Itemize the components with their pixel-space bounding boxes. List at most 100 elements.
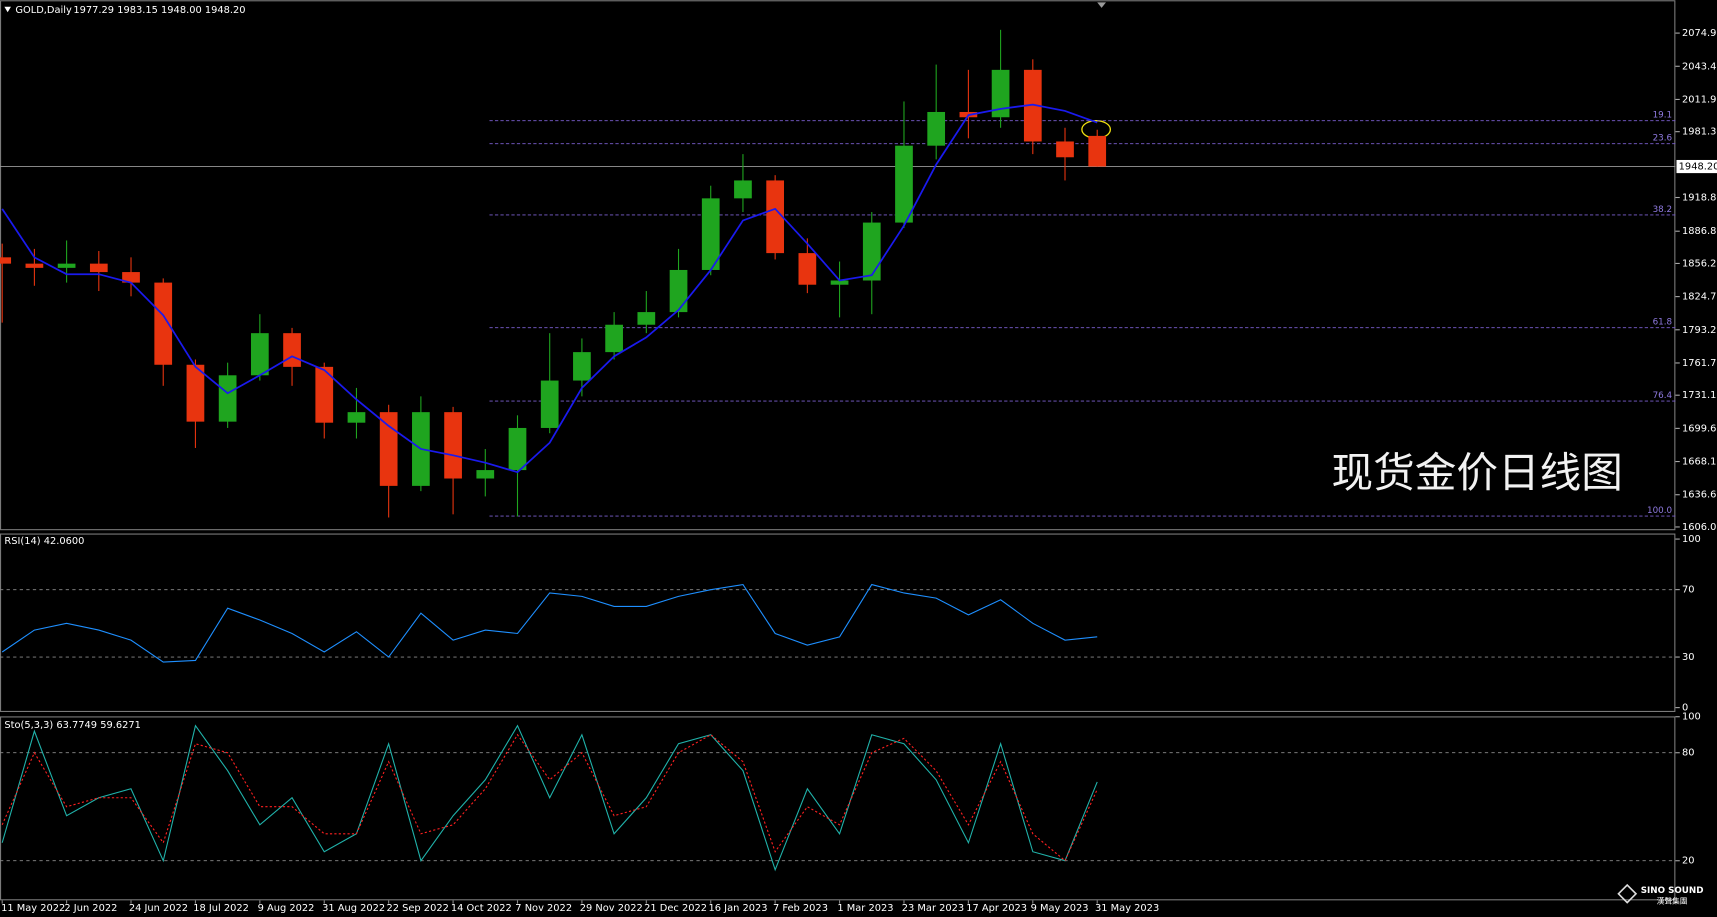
y-tick-label: 1731.10 [1682,390,1717,401]
ohlc-label: 1977.29 1983.15 1948.00 1948.20 [73,5,245,16]
y-tick-label: 1918.80 [1682,193,1717,204]
candle-body [0,257,12,264]
candle-body [862,222,881,281]
x-tick-label: 9 May 2023 [1031,903,1089,914]
y-tick-label: 2043.40 [1682,61,1717,72]
candle-body [379,412,398,486]
indicator-line [1,583,1098,663]
candle-body [57,263,76,268]
candle-body [218,375,237,422]
x-tick-label: 9 Aug 2022 [258,903,315,914]
y-tick-label: 30 [1682,652,1695,663]
rsi-pane [0,533,1676,712]
y-tick-label: 100 [1682,534,1701,545]
candle-body [315,366,334,423]
y-tick-label: 80 [1682,748,1695,759]
y-tick-label: 2074.90 [1682,28,1717,39]
x-tick-label: 7 Nov 2022 [515,903,572,914]
x-tick-label: 21 Dec 2022 [644,903,707,914]
fib-label: 61.8 [1653,318,1672,328]
fib-label: 38.2 [1653,205,1672,215]
y-tick-label: 1668.10 [1682,457,1717,468]
candle-body [250,333,269,376]
candle-body [186,364,205,422]
candle-body [1088,135,1107,167]
x-tick-label: 23 Mar 2023 [902,903,964,914]
y-tick-label: 1981.30 [1682,127,1717,138]
fib-label: 19.1 [1653,111,1672,121]
x-tick-label: 16 Jan 2023 [709,903,768,914]
candle-body [895,145,913,223]
fib-label: 23.6 [1653,134,1673,144]
moving-average [1,103,1098,474]
x-tick-label: 2 Jun 2022 [64,903,117,914]
sto-pane [0,716,1676,901]
candle-body [154,282,173,365]
last-price-box [1676,159,1717,174]
x-tick-label: 29 Nov 2022 [580,903,643,914]
candle-body [669,269,688,313]
candle-body [476,470,495,479]
rsi-label: RSI(14) 42.0600 [4,536,84,547]
candle-body [25,263,44,268]
candle-body [830,280,849,285]
watermark: 现货金价日线图 [1332,448,1623,497]
logo-text: SINO SOUND [1641,886,1704,896]
x-tick-label: 31 May 2023 [1095,903,1159,914]
candle-body [347,412,366,423]
price-pane [0,0,1676,531]
y-tick-label: 2011.90 [1682,94,1717,105]
logo-subtext: 漢聲集團 [1657,895,1688,905]
candle-body [540,380,559,428]
y-tick-label: 20 [1682,856,1695,867]
y-tick-label: 1886.80 [1682,226,1717,237]
candle-body [1023,69,1042,142]
y-tick-label: 1636.60 [1682,490,1717,501]
candle-body [798,253,817,285]
period-marker [1097,2,1106,8]
y-tick-label: 1761.70 [1682,358,1717,369]
logo: SINO SOUND 漢聲集團 [1617,883,1704,905]
candle-body [89,263,108,273]
candle-body [605,324,623,353]
candle-body [701,198,720,270]
x-tick-label: 24 Jun 2022 [129,903,188,914]
x-tick-label: 18 Jul 2022 [193,903,249,914]
x-tick-label: 17 Apr 2023 [966,903,1027,914]
candle-body [991,69,1010,118]
x-tick-label: 14 Oct 2022 [451,903,512,914]
x-tick-label: 7 Feb 2023 [773,903,828,914]
candle-body [734,180,752,199]
candle-body [766,180,785,254]
candle-body [283,333,301,367]
y-tick-label: 100 [1682,712,1701,723]
indicator-line [1,724,1098,872]
y-tick-label: 1793.20 [1682,325,1717,336]
x-tick-label: 11 May 2022 [1,903,65,914]
x-tick-label: 1 Mar 2023 [837,903,893,914]
y-tick-label: 0 [1682,703,1688,714]
last-price-label: 1948.20 [1679,162,1717,173]
logo-icon [1617,883,1638,904]
candle-body [508,427,527,471]
menu-triangle [4,6,11,13]
y-tick-label: 70 [1682,585,1695,596]
symbol-label: GOLD,Daily [15,5,72,16]
fib-label: 100.0 [1647,506,1672,516]
candle-body [1056,141,1074,158]
y-tick-label: 1699.60 [1682,423,1717,434]
candle-body [637,312,656,325]
x-tick-label: 31 Aug 2022 [322,903,385,914]
y-tick-label: 1606.00 [1682,522,1717,533]
y-tick-label: 1824.70 [1682,292,1717,303]
fib-label: 76.4 [1653,391,1673,401]
candle-body [122,272,140,283]
candle-body [573,352,591,381]
candle-body [444,412,462,479]
candle-body [927,111,946,146]
sto-label: Sto(5,3,3) 63.7749 59.6271 [4,720,141,731]
x-tick-label: 22 Sep 2022 [386,903,448,914]
